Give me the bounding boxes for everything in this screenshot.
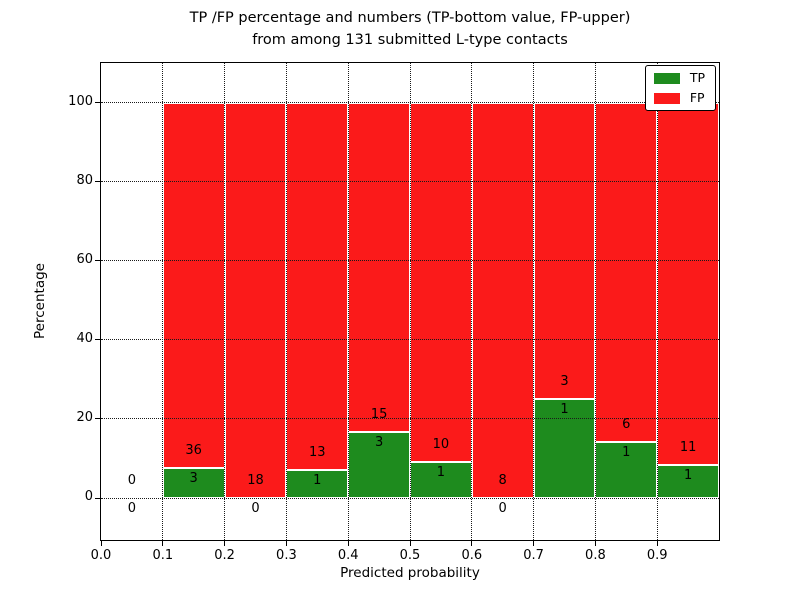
x-tick-0.4 bbox=[347, 540, 349, 546]
x-tick-0.9 bbox=[656, 540, 658, 546]
fp-count-label-4: 15 bbox=[370, 407, 388, 423]
fp-bar-7 bbox=[533, 102, 596, 400]
y-tick-label-40: 40 bbox=[76, 330, 93, 346]
y-tick-label-0: 0 bbox=[84, 489, 93, 505]
fp-bar-8 bbox=[595, 102, 658, 442]
x-tick-0.7 bbox=[533, 540, 535, 546]
x-tick-label-0.4: 0.4 bbox=[337, 548, 359, 563]
x-axis-label: Predicted probability bbox=[340, 565, 480, 581]
x-tick-label-0.0: 0.0 bbox=[90, 548, 112, 563]
tp-bar-1 bbox=[162, 467, 225, 499]
x-tick-label-0.3: 0.3 bbox=[276, 548, 297, 563]
y-tick-40 bbox=[95, 339, 101, 341]
legend-swatch-fp bbox=[653, 92, 680, 104]
tp-count-label-1: 3 bbox=[189, 470, 198, 486]
y-tick-20 bbox=[95, 418, 101, 420]
legend-swatch-tp bbox=[653, 72, 680, 84]
y-tick-label-60: 60 bbox=[76, 251, 93, 267]
legend-row-tp: TP bbox=[653, 70, 705, 85]
fp-count-label-2: 18 bbox=[247, 473, 264, 489]
gridline-v-0.9 bbox=[656, 63, 658, 540]
y-axis-label: Percentage bbox=[32, 263, 48, 339]
x-tick-label-0.8: 0.8 bbox=[585, 548, 606, 563]
fp-bar-3 bbox=[286, 102, 349, 470]
legend-label-tp: TP bbox=[689, 70, 705, 85]
gridline-v-0.5 bbox=[409, 63, 411, 540]
gridline-v-0.1 bbox=[162, 63, 164, 540]
fp-count-label-1: 36 bbox=[185, 442, 202, 458]
gridline-v-0.4 bbox=[347, 63, 349, 540]
tp-count-label-0: 0 bbox=[127, 501, 137, 517]
tp-count-label-8: 1 bbox=[622, 444, 631, 460]
gridline-v-0.7 bbox=[533, 63, 535, 540]
tp-count-label-9: 1 bbox=[683, 468, 693, 484]
tp-count-label-6: 0 bbox=[498, 501, 507, 517]
chart-title-line-2: from among 131 submitted L-type contacts bbox=[252, 32, 568, 48]
x-tick-label-0.5: 0.5 bbox=[399, 548, 421, 563]
gridline-v-0.2 bbox=[224, 63, 226, 540]
gridline-v-0.3 bbox=[285, 63, 287, 540]
x-tick-0.2 bbox=[224, 540, 226, 546]
chart-title-line-1: TP /FP percentage and numbers (TP-bottom… bbox=[189, 10, 631, 26]
tp-count-label-7: 1 bbox=[560, 402, 569, 418]
tp-bar-8 bbox=[595, 441, 658, 499]
fp-bar-1 bbox=[162, 102, 225, 468]
fp-bar-2 bbox=[224, 102, 287, 499]
y-tick-label-100: 100 bbox=[68, 93, 93, 109]
tp-count-label-5: 1 bbox=[436, 465, 446, 481]
fp-count-label-8: 6 bbox=[622, 416, 631, 432]
tp-count-label-2: 0 bbox=[251, 501, 260, 517]
gridline-v-0.6 bbox=[471, 63, 473, 540]
x-tick-0.3 bbox=[285, 540, 287, 546]
plot-area: 0 20 40 60 80 100 0.0 0.1 0.2 0.3 0.4 0.5 0.6 0.7 0.8 0… bbox=[68, 62, 720, 563]
x-tick-0.8 bbox=[594, 540, 596, 546]
tp-bar-3 bbox=[286, 469, 349, 499]
tp-count-label-4: 3 bbox=[374, 435, 384, 451]
x-tick-label-0.7: 0.7 bbox=[523, 548, 544, 563]
y-tick-label-80: 80 bbox=[76, 172, 93, 188]
y-tick-label-20: 20 bbox=[76, 409, 93, 425]
tp-count-label-3: 1 bbox=[313, 472, 322, 488]
fp-bar-5 bbox=[410, 102, 472, 463]
fp-bar-6 bbox=[471, 102, 534, 499]
fp-bar-4 bbox=[348, 102, 410, 433]
x-tick-0.0 bbox=[100, 540, 102, 546]
x-tick-0.5 bbox=[409, 540, 411, 546]
gridline-v-0.8 bbox=[594, 63, 596, 540]
y-tick-0 bbox=[95, 497, 101, 499]
x-tick-0.1 bbox=[162, 540, 164, 546]
chart-title: TP /FP percentage and numbers (TP-bottom… bbox=[100, 7, 720, 51]
y-tick-80 bbox=[95, 181, 101, 183]
x-tick-label-0.2: 0.2 bbox=[214, 548, 235, 563]
legend: TP FP bbox=[644, 65, 716, 111]
fp-count-label-9: 11 bbox=[679, 440, 697, 456]
x-tick-label-0.9: 0.9 bbox=[646, 548, 668, 563]
fp-count-label-6: 8 bbox=[498, 473, 507, 489]
y-tick-100 bbox=[95, 102, 101, 104]
x-tick-label-0.1: 0.1 bbox=[152, 548, 174, 563]
fp-count-label-0: 0 bbox=[127, 473, 137, 489]
fp-count-label-5: 10 bbox=[432, 437, 450, 453]
legend-label-fp: FP bbox=[689, 90, 705, 105]
y-tick-60 bbox=[95, 260, 101, 262]
fp-count-label-7: 3 bbox=[560, 374, 569, 390]
fp-count-label-3: 13 bbox=[309, 444, 326, 460]
fp-bar-9 bbox=[657, 102, 719, 466]
x-tick-label-0.6: 0.6 bbox=[461, 548, 483, 563]
legend-row-fp: FP bbox=[653, 90, 705, 105]
x-tick-0.6 bbox=[471, 540, 473, 546]
